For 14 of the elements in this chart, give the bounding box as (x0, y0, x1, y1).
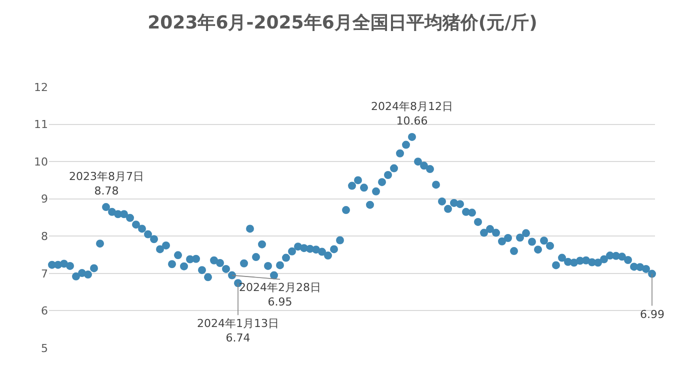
y-tick-label: 10 (34, 155, 48, 168)
annotation: 2024年8月12日 10.66 (371, 100, 453, 128)
y-tick-label: 12 (34, 80, 48, 94)
chart-title: 2023年6月-2025年6月全国日平均猪价(元/斤) (148, 12, 538, 34)
annotation: 2024年1月13日 6.74 (197, 317, 279, 344)
y-tick-label: 8 (41, 230, 48, 243)
y-tick-label: 6 (41, 304, 48, 318)
y-tick-label: 11 (34, 118, 48, 132)
annotation: 6.99 (640, 308, 664, 321)
y-tick-label: 7 (41, 267, 48, 280)
annotation: 2024年2月28日 6.95 (239, 281, 321, 308)
y-tick-label: 5 (41, 342, 48, 355)
y-tick-label: 9 (41, 192, 48, 206)
annotation: 2023年8月7日 8.78 (69, 170, 144, 198)
